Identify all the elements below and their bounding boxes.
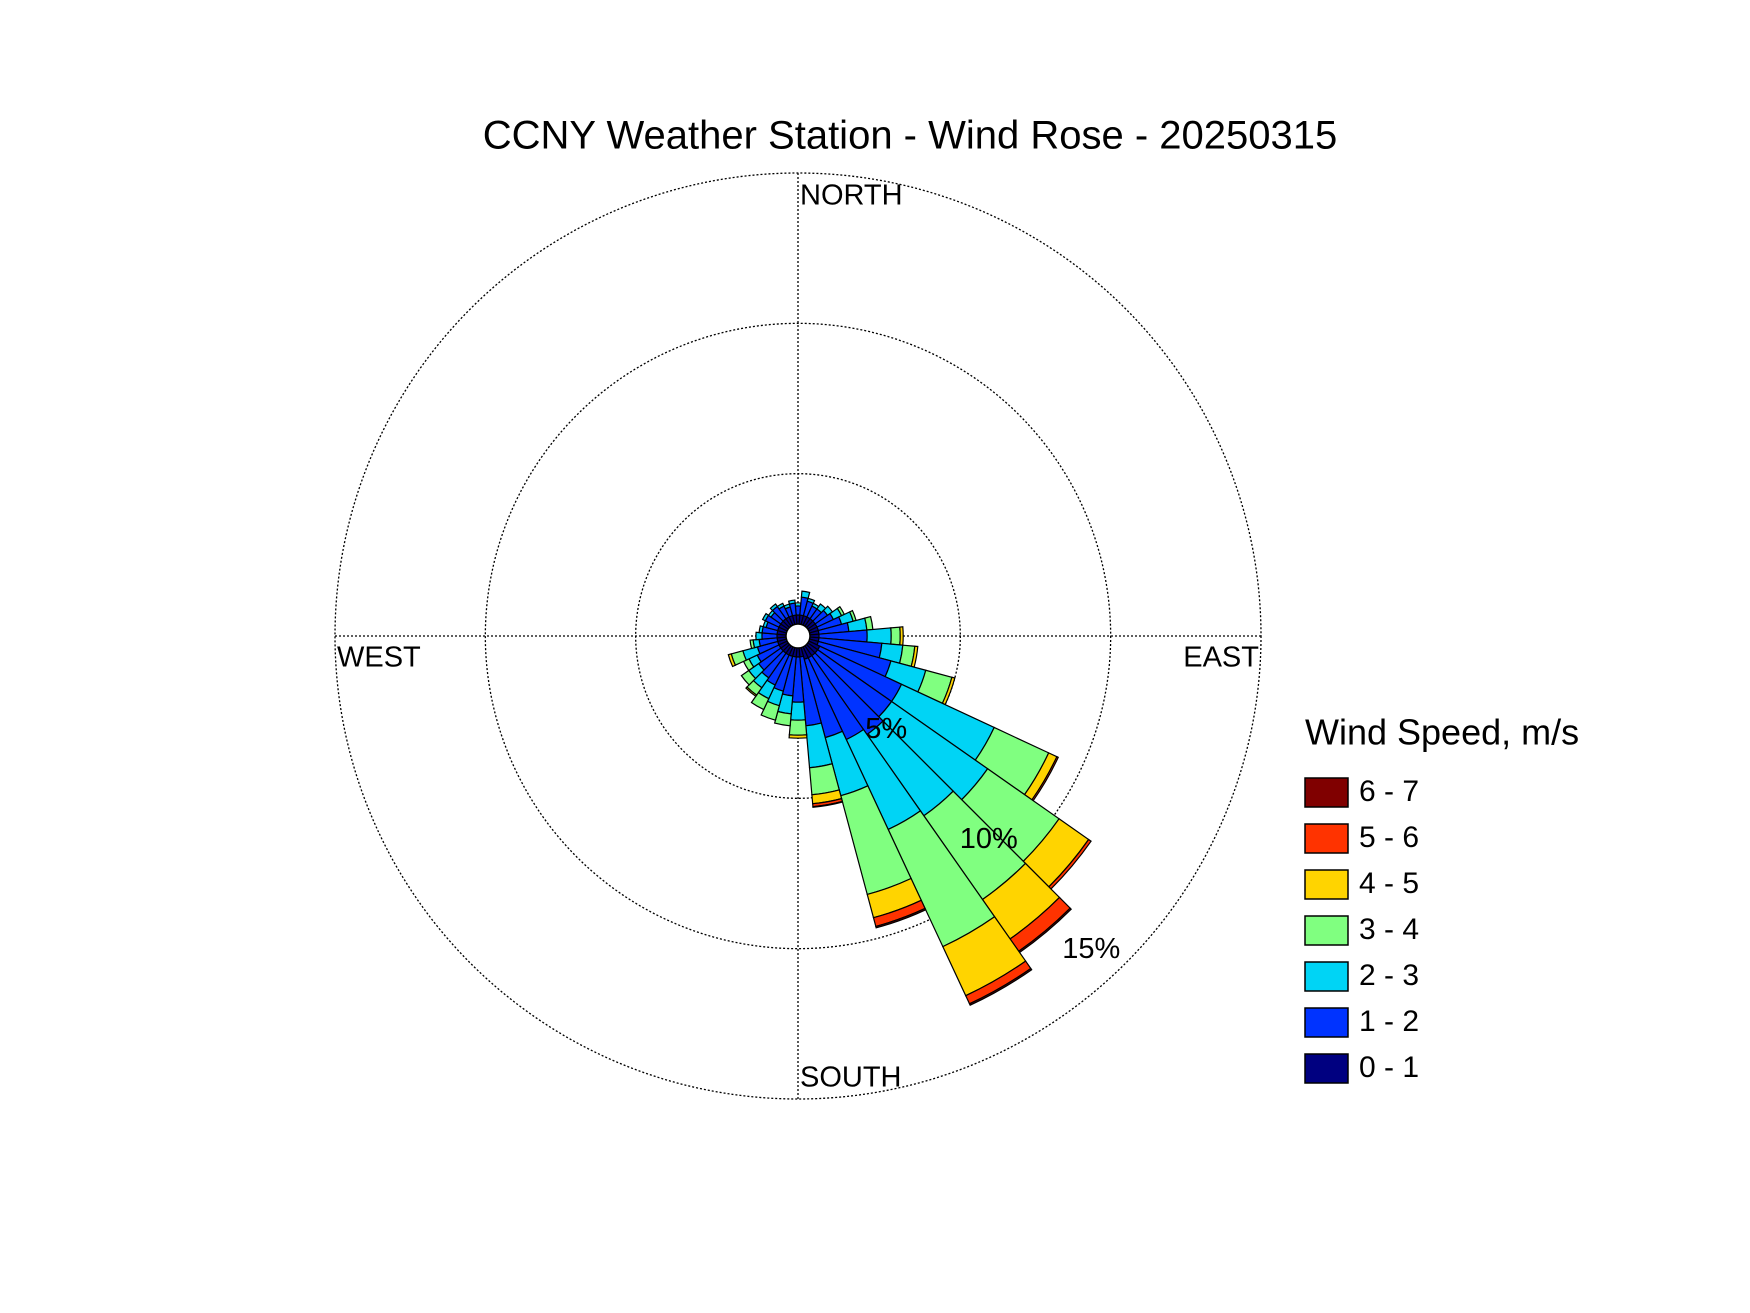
legend-label: 1 - 2 bbox=[1359, 1005, 1419, 1038]
wind-wedge bbox=[769, 603, 779, 612]
wind-wedge bbox=[806, 597, 816, 605]
wind-wedge bbox=[788, 734, 808, 739]
grid-ring bbox=[484, 322, 1112, 950]
wind-wedge bbox=[794, 602, 802, 607]
wind-wedge bbox=[788, 719, 808, 736]
legend-label: 6 - 7 bbox=[1359, 775, 1419, 808]
wind-wedge bbox=[755, 631, 763, 641]
wind-wedge bbox=[790, 701, 806, 721]
chart-title: CCNY Weather Station - Wind Rose - 20250… bbox=[483, 114, 1338, 158]
wind-wedge bbox=[875, 907, 927, 929]
wind-wedge bbox=[800, 590, 811, 600]
r-tick-label: 15% bbox=[1062, 933, 1120, 965]
direction-label: SOUTH bbox=[800, 1062, 902, 1094]
legend-swatch bbox=[1304, 1053, 1349, 1084]
wind-wedge bbox=[773, 710, 792, 727]
legend-swatch bbox=[1304, 823, 1349, 854]
legend-swatch bbox=[1304, 915, 1349, 946]
wind-wedge bbox=[776, 602, 785, 610]
wind-wedge bbox=[787, 599, 796, 605]
legend-swatch bbox=[1304, 1007, 1349, 1038]
r-tick-label: 5% bbox=[865, 713, 907, 745]
wind-wedge bbox=[727, 653, 737, 668]
r-tick-label: 10% bbox=[960, 823, 1018, 855]
wind-wedge bbox=[758, 625, 764, 634]
wind-wedge bbox=[866, 627, 892, 645]
direction-label: EAST bbox=[1183, 642, 1259, 674]
legend-label: 2 - 3 bbox=[1359, 959, 1419, 992]
direction-label: WEST bbox=[337, 642, 421, 674]
legend-label: 5 - 6 bbox=[1359, 821, 1419, 854]
wind-wedge bbox=[968, 967, 1033, 1007]
legend-swatch bbox=[1304, 777, 1349, 808]
wind-wedge bbox=[812, 800, 844, 808]
legend-swatch bbox=[1304, 961, 1349, 992]
legend-label: 4 - 5 bbox=[1359, 867, 1419, 900]
legend-title: Wind Speed, m/s bbox=[1305, 712, 1579, 753]
wind-wedge bbox=[890, 626, 901, 646]
direction-label: NORTH bbox=[800, 180, 903, 212]
wind-wedge bbox=[761, 612, 770, 622]
wind-wedge bbox=[899, 626, 904, 646]
legend-label: 0 - 1 bbox=[1359, 1051, 1419, 1084]
wind-wedge bbox=[740, 669, 757, 686]
wind-wedge bbox=[749, 639, 756, 650]
legend-swatch bbox=[1304, 869, 1349, 900]
legend-label: 3 - 4 bbox=[1359, 913, 1419, 946]
center-hole bbox=[785, 623, 811, 649]
